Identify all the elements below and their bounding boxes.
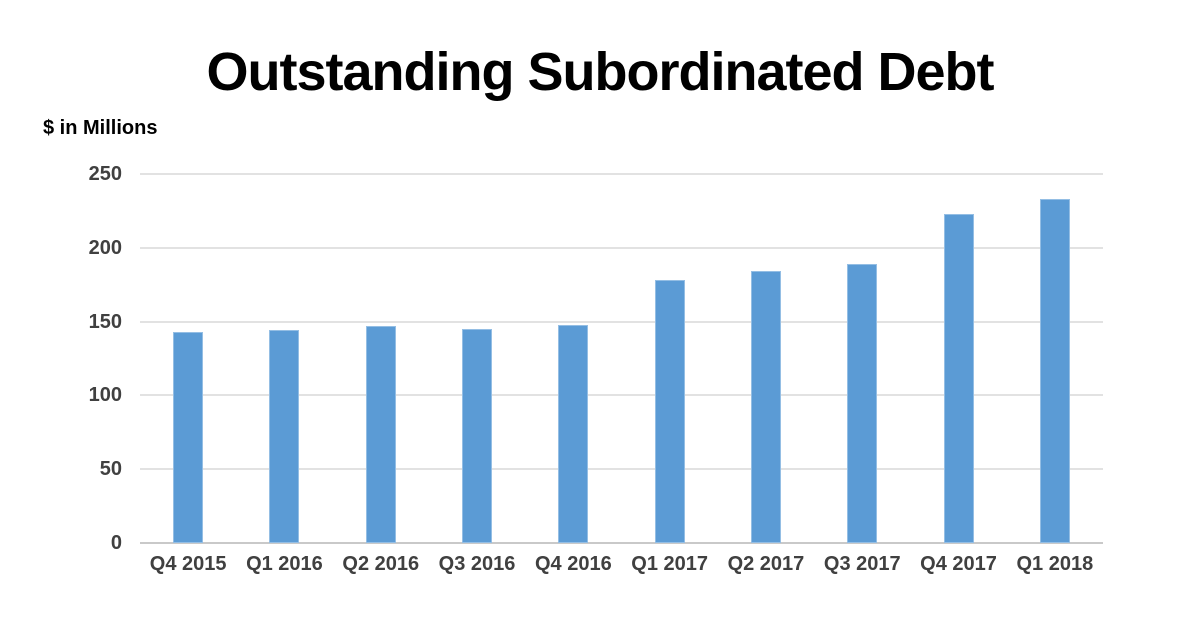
x-tick-label-q2-2016: Q2 2016: [342, 553, 420, 575]
x-axis-line: [140, 542, 1103, 544]
y-tick-label-150: 150: [88, 310, 122, 333]
gridline-150: [140, 320, 1103, 323]
bar-q4-2015: [173, 331, 204, 543]
y-tick-label-100: 100: [88, 384, 122, 407]
y-tick-label-0: 0: [110, 532, 122, 554]
bar-q2-2016: [365, 326, 396, 543]
x-tick-label-q4-2016: Q4 2016: [534, 553, 612, 575]
x-tick-label-q1-2016: Q1 2016: [246, 553, 323, 575]
gridline-200: [140, 246, 1103, 249]
bar-q2-2017: [750, 271, 781, 543]
x-tick-label-q1-2017: Q1 2017: [631, 553, 709, 575]
x-tick-label-q4-2015: Q4 2015: [149, 553, 227, 575]
chart-title: Outstanding Subordinated Debt: [206, 42, 995, 102]
x-axis-labels: Q4 2015 Q1 2016 Q2 2016 Q3 2016 Q4 2016 Q1 20…: [140, 552, 1103, 582]
x-tick-label-q1-2018: Q1 2018: [1016, 553, 1094, 575]
x-tick-label-q4-2017: Q4 2017: [920, 553, 997, 575]
bar-q4-2017: [943, 213, 974, 543]
x-tick-label-q3-2016: Q3 2016: [438, 553, 516, 575]
bar-q1-2017: [654, 280, 685, 543]
x-tick-label-q2-2017: Q2 2017: [727, 553, 805, 575]
bar-q3-2017: [847, 264, 878, 543]
plot-area: [140, 173, 1103, 544]
bar-q1-2016: [269, 330, 300, 543]
gridline-50: [140, 468, 1103, 471]
bar-q1-2018: [1039, 199, 1070, 543]
y-tick-label-200: 200: [88, 236, 122, 259]
y-axis-labels: 0 50 100 150 200 250: [0, 164, 122, 553]
bar-q4-2016: [558, 324, 589, 543]
units-label: $ in Millions: [43, 117, 158, 139]
y-tick-label-50: 50: [99, 458, 122, 481]
gridline-100: [140, 394, 1103, 397]
bar-q3-2016: [462, 328, 493, 543]
x-tick-label-q3-2017: Q3 2017: [823, 553, 901, 575]
gridline-250: [140, 173, 1103, 175]
y-tick-label-250: 250: [88, 163, 122, 185]
